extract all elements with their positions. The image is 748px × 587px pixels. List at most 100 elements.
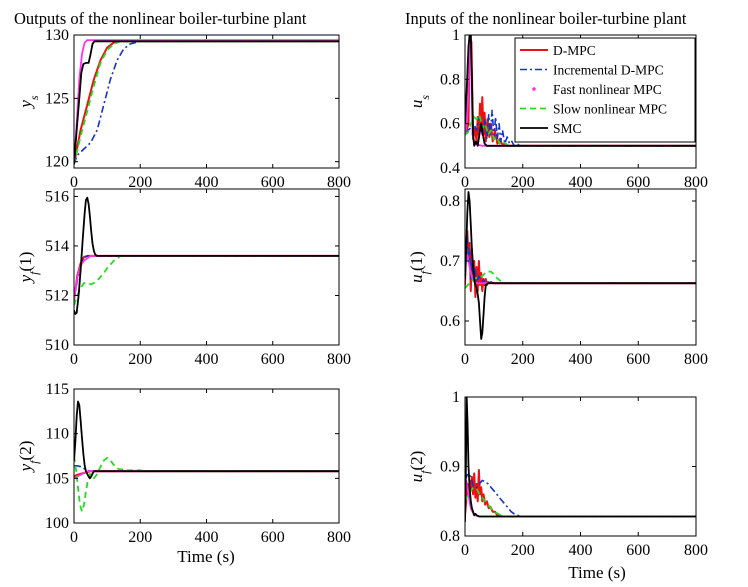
y-tick-label: 105 <box>45 470 69 487</box>
legend-label-incremental-d-mpc: Incremental D-MPC <box>553 63 664 78</box>
y-tick-label: 100 <box>45 515 69 532</box>
panel-3: 0 200 400 600 800 510 512 514 516 yf(1) <box>16 188 351 368</box>
y-tick-label: 510 <box>45 337 69 354</box>
x-tick-label: 800 <box>327 529 351 546</box>
series-smc <box>74 400 339 480</box>
y-axis-label: uf(1) <box>407 251 432 283</box>
y-tick-label: 120 <box>45 154 69 171</box>
legend-label-slow-nonlinear-mpc: Slow nonlinear MPC <box>553 102 667 117</box>
x-tick-label: 200 <box>128 529 152 546</box>
y-tick-label: 0.8 <box>440 193 460 210</box>
panel-1: 0 200 400 600 800 120 125 130 ys <box>16 27 351 191</box>
series-slow-nonlinear-mpc <box>74 254 339 306</box>
x-tick-label: 600 <box>626 542 650 559</box>
series-slow-nonlinear-mpc <box>465 486 696 518</box>
series-smc <box>465 397 696 523</box>
panel-4: 0 200 400 600 800 0.6 0.7 0.8 uf(1) <box>407 188 708 368</box>
y-tick-label: 0.6 <box>440 116 460 133</box>
x-tick-label: 0 <box>70 174 78 191</box>
series-group <box>465 191 696 340</box>
x-tick-label: 800 <box>327 351 351 368</box>
legend-label-smc: SMC <box>553 121 582 136</box>
y-tick-label: 0.8 <box>440 528 460 545</box>
series-smc <box>74 40 339 165</box>
y-tick-label: 115 <box>46 381 69 398</box>
series-group <box>74 39 339 165</box>
legend-box <box>514 37 696 143</box>
panel-2: 0 200 400 600 800 0.4 0.6 0.8 1 us D-MPC Incrementa… <box>407 27 708 191</box>
x-tick-label: 200 <box>511 351 535 368</box>
y-axis-label: us <box>407 95 432 109</box>
x-tick-label: 0 <box>461 542 469 559</box>
x-tick-label: 400 <box>195 351 219 368</box>
y-tick-label: 125 <box>45 90 69 107</box>
y-tick-label: 110 <box>46 426 69 443</box>
series-group <box>465 397 696 523</box>
plot-area <box>465 189 696 345</box>
series-smc <box>465 191 696 340</box>
legend-label-d-mpc: D-MPC <box>553 43 596 58</box>
x-tick-label: 200 <box>128 174 152 191</box>
x-tick-label: 0 <box>70 351 78 368</box>
x-tick-label: 400 <box>569 351 593 368</box>
series-incremental-d-mpc <box>465 109 696 147</box>
x-tick-label: 600 <box>261 351 285 368</box>
y-axis-label: yf(2) <box>16 441 41 474</box>
x-tick-label: 600 <box>626 351 650 368</box>
left-column-title: Outputs of the nonlinear boiler-turbine … <box>14 9 307 28</box>
x-tick-label: 200 <box>511 174 535 191</box>
y-tick-label: 0.9 <box>440 459 460 476</box>
x-tick-label: 400 <box>195 174 219 191</box>
x-axis-label-left: Time (s) <box>177 547 234 566</box>
series-slow-nonlinear-mpc <box>74 455 339 513</box>
legend-label-fast-nonlinear-mpc: Fast nonlinear MPC <box>553 82 662 97</box>
legend: D-MPC Incremental D-MPC Fast nonlinear MPC… <box>514 37 696 143</box>
panel-6: 0 200 400 600 800 0.8 0.9 1 uf(2) <box>407 389 708 559</box>
y-tick-label: 1 <box>452 27 460 44</box>
x-tick-label: 800 <box>684 174 708 191</box>
y-axis-label: ys <box>16 95 41 110</box>
series-smc <box>74 196 339 315</box>
series-group <box>74 196 339 315</box>
plot-area <box>74 35 339 168</box>
x-tick-label: 200 <box>511 542 535 559</box>
x-tick-label: 800 <box>684 351 708 368</box>
x-tick-label: 600 <box>261 174 285 191</box>
series-slow-nonlinear-mpc <box>465 113 696 147</box>
series-slow-nonlinear-mpc <box>465 270 696 289</box>
right-column-title: Inputs of the nonlinear boiler-turbine p… <box>405 9 687 28</box>
plot-area <box>465 397 696 536</box>
x-tick-label: 0 <box>70 529 78 546</box>
y-tick-label: 514 <box>45 238 69 255</box>
x-tick-label: 200 <box>128 351 152 368</box>
x-tick-label: 600 <box>261 529 285 546</box>
y-axis-label: uf(2) <box>407 451 432 483</box>
y-tick-label: 0.6 <box>440 313 460 330</box>
panel-5: 0 200 400 600 800 100 105 110 115 yf(2) <box>16 381 351 546</box>
plot-area <box>74 189 339 345</box>
plot-area <box>74 389 339 523</box>
x-axis-label-right: Time (s) <box>568 563 625 582</box>
x-tick-label: 400 <box>195 529 219 546</box>
y-tick-label: 0.4 <box>440 160 460 177</box>
legend-marker-fast-nonlinear-mpc <box>532 87 536 91</box>
y-tick-label: 130 <box>45 27 69 44</box>
y-tick-label: 0.8 <box>440 71 460 88</box>
y-tick-label: 0.7 <box>440 253 460 270</box>
series-group <box>465 35 696 147</box>
y-tick-label: 1 <box>452 389 460 406</box>
x-tick-label: 0 <box>461 351 469 368</box>
y-tick-label: 516 <box>45 188 69 205</box>
y-tick-label: 512 <box>45 287 69 304</box>
series-group <box>74 400 339 513</box>
x-tick-label: 600 <box>626 174 650 191</box>
x-tick-label: 400 <box>569 174 593 191</box>
series-smc <box>465 35 696 147</box>
series-fast-nonlinear-mpc <box>74 254 339 301</box>
x-tick-label: 800 <box>684 542 708 559</box>
x-tick-label: 0 <box>461 174 469 191</box>
x-tick-label: 400 <box>569 542 593 559</box>
series-fast-nonlinear-mpc <box>465 254 696 285</box>
plot-panels: 0 200 400 600 800 120 125 130 ys 0 200 400 600 800 0.4… <box>16 27 708 559</box>
